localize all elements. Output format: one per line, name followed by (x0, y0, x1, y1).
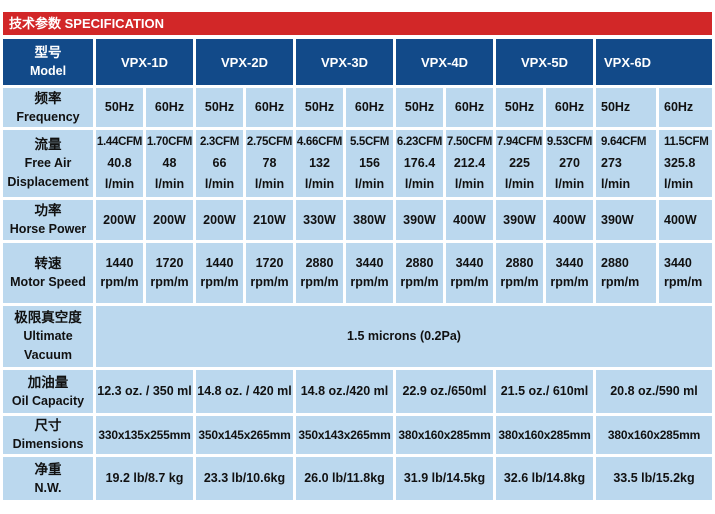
free-air-cell: 2.3CFM 66 l/min (196, 130, 243, 197)
frequency-cell: 60Hz (659, 88, 712, 127)
frequency-cell: 60Hz (146, 88, 193, 127)
frequency-cell: 50Hz (296, 88, 343, 127)
free-air-cell: 2.75CFM 78 l/min (246, 130, 293, 197)
frequency-cell: 50Hz (196, 88, 243, 127)
motor-speed-cell: 1440 rpm/m (96, 243, 143, 303)
free-air-cell: 1.44CFM 40.8 l/min (96, 130, 143, 197)
free-air-cell: 9.53CFM 270 l/min (546, 130, 593, 197)
row-label-oil-capacity: 加油量 Oil Capacity (3, 370, 93, 413)
motor-speed-cell: 1720 rpm/m (246, 243, 293, 303)
free-air-cell: 9.64CFM 273 l/min (596, 130, 656, 197)
model-cell: VPX-5D (496, 39, 593, 85)
horse-power-cell: 400W (546, 200, 593, 240)
row-label-dimensions: 尺寸 Dimensions (3, 416, 93, 454)
oil-capacity-cell: 12.3 oz. / 350 ml (96, 370, 193, 413)
oil-capacity-cell: 22.9 oz./650ml (396, 370, 493, 413)
row-horse-power: 功率 Horse Power 200W 200W 200W 210W 330W … (3, 200, 712, 240)
row-free-air-displacement: 流量 Free Air Displacement 1.44CFM 40.8 l/… (3, 130, 712, 197)
row-motor-speed: 转速 Motor Speed 1440 rpm/m 1720 rpm/m 144… (3, 243, 712, 303)
row-label-horse-power: 功率 Horse Power (3, 200, 93, 240)
net-weight-cell: 26.0 lb/11.8kg (296, 457, 393, 500)
dimensions-cell: 380x160x285mm (496, 416, 593, 454)
net-weight-cell: 32.6 lb/14.8kg (496, 457, 593, 500)
model-cell: VPX-3D (296, 39, 393, 85)
horse-power-cell: 330W (296, 200, 343, 240)
row-oil-capacity: 加油量 Oil Capacity 12.3 oz. / 350 ml 14.8 … (3, 370, 712, 413)
model-cell: VPX-2D (196, 39, 293, 85)
row-label-net-weight: 净重 N.W. (3, 457, 93, 500)
row-model: 型号 Model VPX-1D VPX-2D VPX-3D VPX-4D VPX… (3, 39, 712, 85)
motor-speed-cell: 1440 rpm/m (196, 243, 243, 303)
oil-capacity-cell: 21.5 oz./ 610ml (496, 370, 593, 413)
motor-speed-cell: 1720 rpm/m (146, 243, 193, 303)
horse-power-cell: 200W (196, 200, 243, 240)
free-air-cell: 11.5CFM 325.8 l/min (659, 130, 712, 197)
motor-speed-cell: 2880 rpm/m (596, 243, 656, 303)
net-weight-cell: 33.5 lb/15.2kg (596, 457, 712, 500)
free-air-cell: 7.94CFM 225 l/min (496, 130, 543, 197)
horse-power-cell: 390W (496, 200, 543, 240)
horse-power-cell: 390W (596, 200, 656, 240)
spec-title-bar: 技术参数 SPECIFICATION (3, 12, 712, 35)
horse-power-cell: 400W (446, 200, 493, 240)
dimensions-cell: 350x143x265mm (296, 416, 393, 454)
dimensions-cell: 380x160x285mm (396, 416, 493, 454)
motor-speed-cell: 3440 rpm/m (546, 243, 593, 303)
row-net-weight: 净重 N.W. 19.2 lb/8.7 kg 23.3 lb/10.6kg 26… (3, 457, 712, 500)
motor-speed-cell: 2880 rpm/m (396, 243, 443, 303)
dimensions-cell: 330x135x255mm (96, 416, 193, 454)
free-air-cell: 7.50CFM 212.4 l/min (446, 130, 493, 197)
row-dimensions: 尺寸 Dimensions 330x135x255mm 350x145x265m… (3, 416, 712, 454)
row-label-motor-speed: 转速 Motor Speed (3, 243, 93, 303)
horse-power-cell: 200W (146, 200, 193, 240)
ultimate-vacuum-cell: 1.5 microns (0.2Pa) (96, 306, 712, 367)
model-cell: VPX-1D (96, 39, 193, 85)
row-label-free-air-displacement: 流量 Free Air Displacement (3, 130, 93, 197)
spec-title: 技术参数 SPECIFICATION (9, 16, 165, 31)
dimensions-cell: 350x145x265mm (196, 416, 293, 454)
net-weight-cell: 23.3 lb/10.6kg (196, 457, 293, 500)
free-air-cell: 5.5CFM 156 l/min (346, 130, 393, 197)
horse-power-cell: 210W (246, 200, 293, 240)
motor-speed-cell: 2880 rpm/m (496, 243, 543, 303)
oil-capacity-cell: 14.8 oz. / 420 ml (196, 370, 293, 413)
frequency-cell: 50Hz (96, 88, 143, 127)
frequency-cell: 60Hz (446, 88, 493, 127)
row-label-ultimate-vacuum: 极限真空度 Ultimate Vacuum (3, 306, 93, 367)
free-air-cell: 1.70CFM 48 l/min (146, 130, 193, 197)
motor-speed-cell: 3440 rpm/m (346, 243, 393, 303)
row-ultimate-vacuum: 极限真空度 Ultimate Vacuum 1.5 microns (0.2Pa… (3, 306, 712, 367)
dimensions-cell: 380x160x285mm (596, 416, 712, 454)
horse-power-cell: 390W (396, 200, 443, 240)
model-cell: VPX-4D (396, 39, 493, 85)
oil-capacity-cell: 20.8 oz./590 ml (596, 370, 712, 413)
horse-power-cell: 400W (659, 200, 712, 240)
spec-table: 型号 Model VPX-1D VPX-2D VPX-3D VPX-4D VPX… (0, 36, 715, 503)
horse-power-cell: 200W (96, 200, 143, 240)
motor-speed-cell: 3440 rpm/m (659, 243, 712, 303)
free-air-cell: 4.66CFM 132 l/min (296, 130, 343, 197)
row-label-frequency: 频率 Frequency (3, 88, 93, 127)
horse-power-cell: 380W (346, 200, 393, 240)
motor-speed-cell: 2880 rpm/m (296, 243, 343, 303)
row-label-model: 型号 Model (3, 39, 93, 85)
frequency-cell: 60Hz (546, 88, 593, 127)
net-weight-cell: 31.9 lb/14.5kg (396, 457, 493, 500)
motor-speed-cell: 3440 rpm/m (446, 243, 493, 303)
row-frequency: 频率 Frequency 50Hz 60Hz 50Hz 60Hz 50Hz 60… (3, 88, 712, 127)
frequency-cell: 60Hz (246, 88, 293, 127)
free-air-cell: 6.23CFM 176.4 l/min (396, 130, 443, 197)
oil-capacity-cell: 14.8 oz./420 ml (296, 370, 393, 413)
frequency-cell: 50Hz (596, 88, 656, 127)
net-weight-cell: 19.2 lb/8.7 kg (96, 457, 193, 500)
frequency-cell: 50Hz (396, 88, 443, 127)
frequency-cell: 50Hz (496, 88, 543, 127)
model-cell: VPX-6D (596, 39, 712, 85)
frequency-cell: 60Hz (346, 88, 393, 127)
